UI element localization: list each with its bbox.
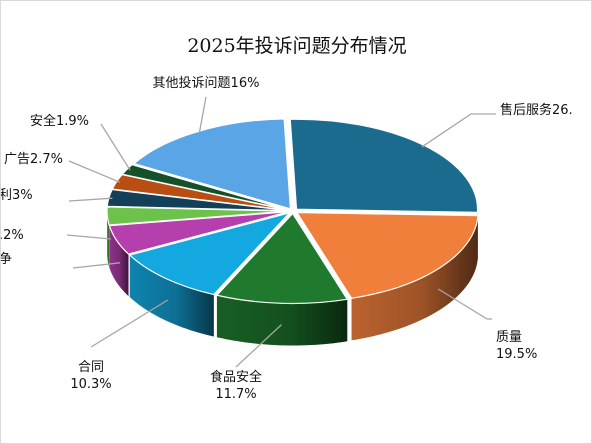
pie-slice-side-shade-3 xyxy=(216,295,348,346)
pie-slice-side-shade-4 xyxy=(129,255,214,337)
leader-line-4 xyxy=(90,299,169,348)
slice-label-7: 利3% xyxy=(1,188,33,203)
leader-line-2 xyxy=(437,288,492,320)
pie-slice-9 xyxy=(121,164,290,211)
slice-percent-3: 11.7% xyxy=(215,387,256,402)
leader-line-6 xyxy=(66,234,111,240)
slice-percent-2: 19.5% xyxy=(496,347,537,362)
slice-label-6: .2% xyxy=(1,228,24,243)
slice-label-4: 合同 xyxy=(78,360,104,375)
pie-slice-1 xyxy=(289,118,479,213)
leader-line-8 xyxy=(68,160,121,183)
leader-line-7 xyxy=(68,197,113,202)
slice-percent-4: 10.3% xyxy=(70,377,111,392)
pie-slice-side-shade-2 xyxy=(351,215,478,341)
pie-slice-4 xyxy=(129,212,291,296)
pie-slice-3 xyxy=(216,212,348,305)
pie-slice-5 xyxy=(108,211,289,255)
chart-title: 2025年投诉问题分布情况 xyxy=(187,35,406,57)
pie-slice-side-shade-5 xyxy=(109,225,129,297)
slice-label-1: 售后服务26. xyxy=(500,102,573,118)
slice-label-10: 其他投诉问题16% xyxy=(153,75,260,91)
leader-line-9 xyxy=(100,123,131,171)
slice-label-3: 食品安全 xyxy=(210,369,262,385)
leader-line-1 xyxy=(421,113,496,148)
pie-slice-2 xyxy=(296,211,479,299)
slice-label-8: 广告2.7% xyxy=(4,152,63,167)
slice-label-2: 质量 xyxy=(496,330,522,345)
slice-label-5: 争 xyxy=(1,252,12,267)
pie-slice-10 xyxy=(133,118,292,210)
slice-label-9: 安全1.9% xyxy=(30,113,89,129)
leader-line-10 xyxy=(198,96,207,134)
leader-line-3 xyxy=(235,324,282,368)
leader-line-5 xyxy=(72,262,121,269)
